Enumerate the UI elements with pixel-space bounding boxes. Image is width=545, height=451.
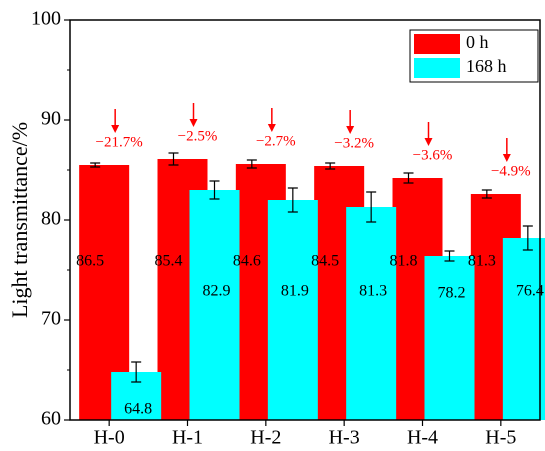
error-bar	[444, 250, 455, 262]
error-bar	[522, 225, 533, 251]
data-label: 81.9	[281, 283, 309, 300]
data-label: 85.4	[155, 253, 183, 270]
data-label: 82.9	[203, 283, 231, 300]
error-bar	[131, 361, 142, 383]
x-tick-label: H-4	[407, 427, 438, 449]
data-label: 81.3	[359, 283, 387, 300]
error-bar	[403, 172, 414, 184]
annotation: −3.6%	[413, 147, 453, 163]
annotation: −21.7%	[96, 134, 143, 150]
data-label: 64.8	[124, 401, 152, 418]
data-label: 84.6	[233, 253, 261, 270]
bar	[267, 200, 318, 420]
error-bar	[287, 187, 298, 213]
y-tick-label: 90	[41, 108, 61, 130]
bar	[346, 207, 397, 420]
y-tick-label: 80	[41, 208, 61, 230]
annotation-arrowhead	[189, 119, 198, 127]
y-axis-label: Light transmittance/%	[7, 122, 32, 318]
annotation-arrowhead	[111, 125, 120, 133]
legend-swatch	[414, 58, 460, 78]
data-label: 81.3	[468, 253, 496, 270]
legend-swatch	[414, 34, 460, 54]
y-tick-label: 60	[41, 408, 61, 430]
y-tick-label: 70	[41, 308, 61, 330]
annotation-arrowhead	[346, 126, 355, 134]
data-label: 81.8	[390, 253, 418, 270]
x-tick-label: H-3	[329, 427, 360, 449]
annotation-arrowhead	[502, 154, 511, 162]
annotation-arrowhead	[424, 138, 433, 146]
x-tick-label: H-2	[250, 427, 281, 449]
bar	[424, 256, 475, 420]
x-tick-label: H-0	[94, 427, 125, 449]
annotation: −4.9%	[491, 163, 531, 179]
x-tick-label: H-1	[172, 427, 203, 449]
annotation: −2.5%	[178, 128, 218, 144]
legend-label: 0 h	[466, 32, 489, 52]
annotation: −2.7%	[256, 133, 296, 149]
error-bar	[325, 162, 336, 170]
data-label: 84.5	[311, 253, 339, 270]
error-bar	[168, 152, 179, 166]
error-bar	[366, 191, 377, 223]
plot-frame	[69, 19, 541, 421]
y-tick-label: 100	[31, 8, 61, 30]
error-bar	[246, 159, 257, 169]
data-label: 76.4	[516, 283, 544, 300]
annotation-arrowhead	[267, 124, 276, 132]
data-label: 78.2	[438, 285, 466, 302]
bar	[502, 238, 545, 420]
annotation: −3.2%	[334, 135, 374, 151]
data-label: 86.5	[76, 253, 104, 270]
bar	[189, 190, 240, 420]
error-bar	[90, 162, 101, 168]
legend-label: 168 h	[466, 56, 507, 76]
error-bar	[481, 189, 492, 199]
error-bar	[209, 180, 220, 200]
x-tick-label: H-5	[485, 427, 516, 449]
